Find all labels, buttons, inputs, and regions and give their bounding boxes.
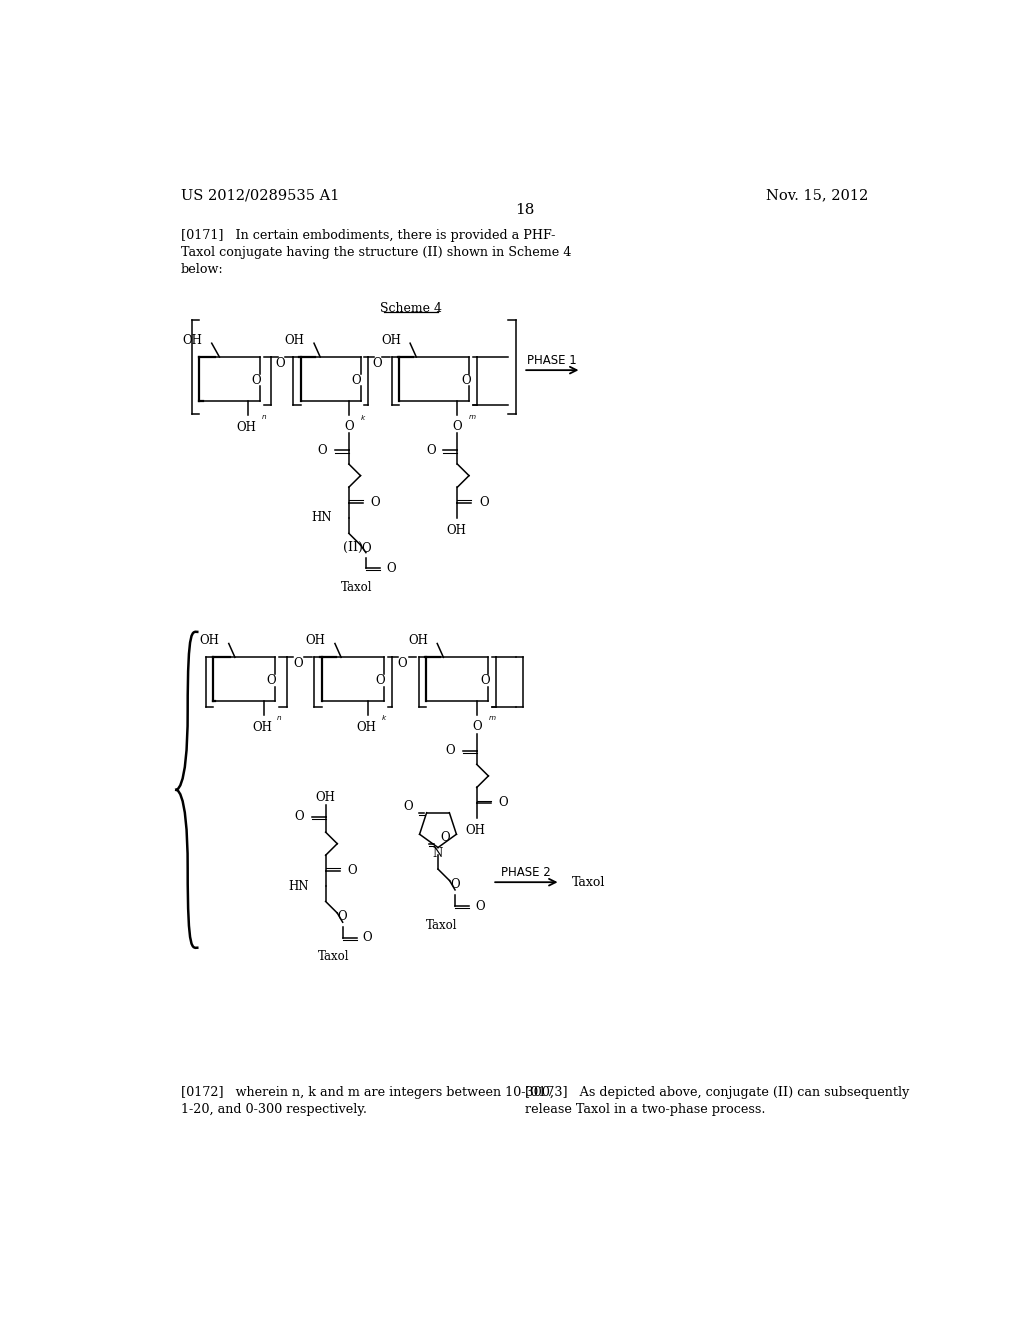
Text: O: O bbox=[426, 444, 435, 457]
Text: $_m$: $_m$ bbox=[487, 714, 497, 722]
Text: O: O bbox=[445, 744, 455, 758]
Text: PHASE 1: PHASE 1 bbox=[527, 354, 577, 367]
Text: O: O bbox=[386, 561, 395, 574]
Text: Scheme 4: Scheme 4 bbox=[380, 302, 442, 315]
Text: OH: OH bbox=[285, 334, 305, 347]
Text: HN: HN bbox=[311, 511, 332, 524]
Text: $_n$: $_n$ bbox=[276, 714, 283, 722]
Text: O: O bbox=[251, 374, 261, 387]
Text: O: O bbox=[352, 374, 361, 387]
Text: O: O bbox=[371, 496, 380, 510]
Text: O: O bbox=[397, 657, 408, 671]
Text: O: O bbox=[344, 420, 353, 433]
Text: O: O bbox=[373, 356, 382, 370]
Text: O: O bbox=[361, 543, 371, 556]
Text: OH: OH bbox=[356, 721, 377, 734]
Text: N: N bbox=[433, 847, 443, 861]
Text: 18: 18 bbox=[515, 203, 535, 216]
Text: Taxol: Taxol bbox=[572, 875, 605, 888]
Text: Taxol: Taxol bbox=[317, 950, 349, 964]
Text: O: O bbox=[451, 878, 460, 891]
Text: OH: OH bbox=[315, 791, 336, 804]
Text: OH: OH bbox=[408, 634, 428, 647]
Text: Taxol: Taxol bbox=[426, 919, 458, 932]
Text: O: O bbox=[317, 444, 328, 457]
Text: O: O bbox=[294, 810, 304, 824]
Text: O: O bbox=[475, 899, 484, 912]
Text: O: O bbox=[403, 800, 413, 813]
Text: O: O bbox=[266, 675, 276, 686]
Text: OH: OH bbox=[381, 334, 400, 347]
Text: O: O bbox=[338, 911, 347, 924]
Text: OH: OH bbox=[465, 825, 485, 837]
Text: OH: OH bbox=[237, 421, 257, 434]
Text: $_k$: $_k$ bbox=[359, 413, 367, 422]
Text: HN: HN bbox=[288, 879, 308, 892]
Text: O: O bbox=[440, 832, 451, 845]
Text: O: O bbox=[499, 796, 508, 809]
Text: $_n$: $_n$ bbox=[260, 413, 266, 422]
Text: O: O bbox=[461, 374, 471, 387]
Text: OH: OH bbox=[182, 334, 203, 347]
Text: [0173]   As depicted above, conjugate (II) can subsequently
release Taxol in a t: [0173] As depicted above, conjugate (II)… bbox=[524, 1086, 909, 1117]
Text: O: O bbox=[375, 675, 385, 686]
Text: OH: OH bbox=[200, 634, 219, 647]
Text: $_k$: $_k$ bbox=[381, 713, 387, 723]
Text: [0171]   In certain embodiments, there is provided a PHF-
Taxol conjugate having: [0171] In certain embodiments, there is … bbox=[180, 230, 571, 276]
Text: O: O bbox=[479, 496, 488, 510]
Text: OH: OH bbox=[445, 524, 466, 537]
Text: US 2012/0289535 A1: US 2012/0289535 A1 bbox=[180, 189, 339, 202]
Text: (II): (II) bbox=[343, 541, 362, 554]
Text: OH: OH bbox=[252, 721, 272, 734]
Text: OH: OH bbox=[306, 634, 326, 647]
Text: [0172]   wherein n, k and m are integers between 10-300,
1-20, and 0-300 respect: [0172] wherein n, k and m are integers b… bbox=[180, 1086, 554, 1117]
Text: O: O bbox=[293, 657, 302, 671]
Text: O: O bbox=[480, 675, 490, 686]
Text: $_m$: $_m$ bbox=[468, 413, 477, 422]
Text: O: O bbox=[453, 420, 462, 433]
Text: Taxol: Taxol bbox=[341, 581, 373, 594]
Text: O: O bbox=[275, 356, 286, 370]
Text: PHASE 2: PHASE 2 bbox=[502, 866, 551, 879]
Text: O: O bbox=[472, 721, 481, 734]
Text: O: O bbox=[347, 865, 357, 878]
Text: O: O bbox=[362, 931, 373, 944]
Text: Nov. 15, 2012: Nov. 15, 2012 bbox=[766, 189, 868, 202]
